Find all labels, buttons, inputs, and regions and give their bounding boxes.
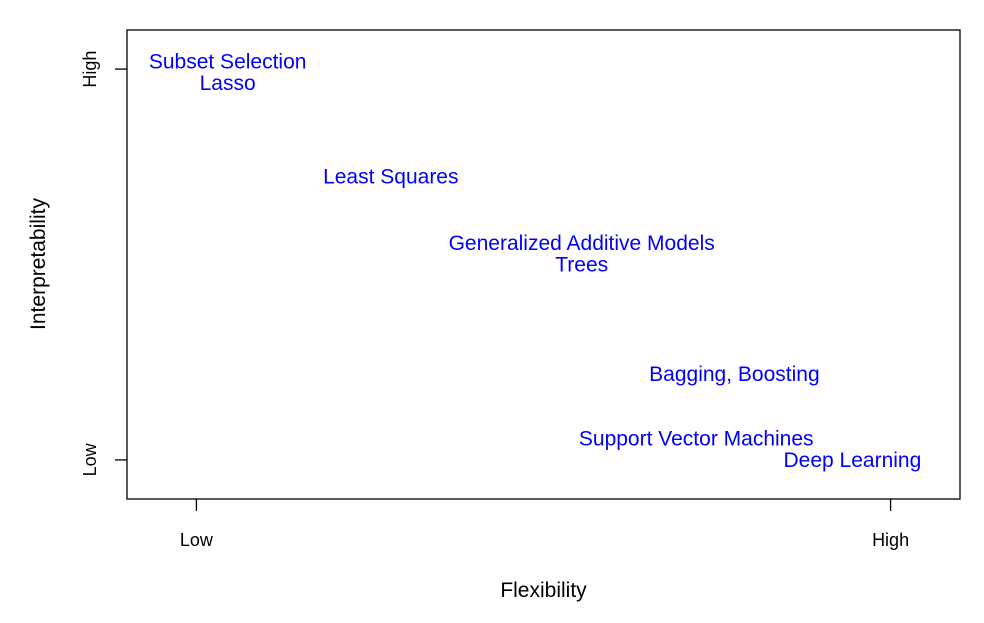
y-axis-title: Interpretability: [27, 198, 50, 330]
x-tick-label: High: [872, 530, 909, 550]
point-label: Lasso: [200, 72, 256, 95]
point-label: Bagging, Boosting: [649, 363, 819, 386]
point-label: Support Vector Machines: [579, 427, 814, 450]
plot-frame: [126, 29, 961, 500]
y-tick-label: Low: [80, 442, 100, 476]
point-label: Trees: [555, 254, 608, 277]
point-label: Least Squares: [323, 166, 458, 189]
y-axis: Low High: [80, 51, 127, 476]
point-label: Generalized Additive Models: [449, 232, 715, 255]
x-axis: Low High: [180, 499, 909, 550]
point-label: Deep Learning: [784, 449, 922, 472]
y-tick-label: High: [80, 51, 100, 88]
point-label: Subset Selection: [149, 50, 307, 73]
x-axis-title: Flexibility: [500, 579, 587, 602]
x-tick-label: Low: [180, 530, 214, 550]
